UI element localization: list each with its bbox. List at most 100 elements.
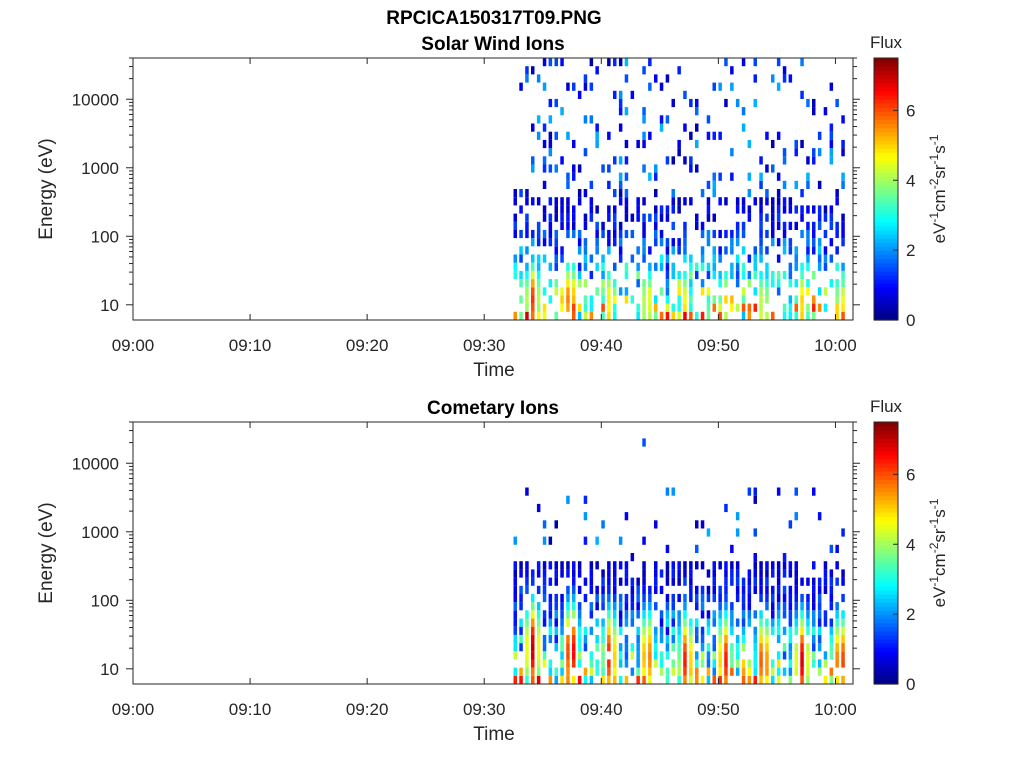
heatmap-cell: [765, 229, 769, 239]
heatmap-cell: [817, 205, 822, 214]
heatmap-cell: [829, 618, 834, 627]
heatmap-cell: [531, 593, 535, 603]
heatmap-cell: [554, 667, 558, 676]
heatmap-cell: [531, 123, 535, 132]
heatmap-cell: [548, 164, 553, 173]
heatmap-cell: [531, 229, 535, 239]
heatmap-cell: [724, 659, 728, 668]
heatmap-cell: [753, 577, 757, 586]
heatmap-cell: [642, 139, 646, 149]
heatmap-cell: [741, 58, 746, 67]
colorbar-gradient-step: [874, 446, 898, 452]
colorbar-gradient-step: [874, 479, 898, 484]
heatmap-cell: [542, 303, 547, 312]
heatmap-cell: [613, 561, 617, 570]
heatmap-cell: [735, 238, 740, 247]
heatmap-cell: [712, 561, 716, 570]
heatmap-cell: [648, 675, 652, 684]
heatmap-cell: [589, 311, 594, 320]
heatmap-cell: [536, 643, 541, 652]
heatmap-cell: [659, 659, 664, 668]
heatmap-cell: [536, 295, 541, 304]
heatmap-cell: [706, 131, 711, 140]
heatmap-cell: [806, 667, 810, 676]
heatmap-cell: [601, 311, 605, 320]
heatmap-cell: [642, 246, 646, 255]
heatmap-cell: [700, 610, 705, 619]
colorbar-gradient-step: [874, 438, 898, 444]
heatmap-cell: [806, 311, 810, 320]
heatmap-cell: [677, 667, 681, 676]
heatmap-cell: [671, 262, 675, 271]
heatmap-cell: [700, 593, 705, 603]
colorbar-gradient-step: [874, 585, 898, 591]
heatmap-cell: [583, 634, 588, 644]
heatmap-cell: [806, 602, 810, 611]
heatmap-cell: [829, 569, 834, 578]
heatmap-cell: [724, 634, 728, 644]
heatmap-cell: [595, 262, 599, 271]
heatmap-cell: [747, 675, 752, 684]
heatmap-cell: [800, 58, 804, 67]
colorbar-label-sup: -2: [927, 542, 941, 553]
heatmap-cell: [812, 651, 816, 660]
heatmap-cell: [718, 602, 722, 611]
heatmap-cell: [542, 569, 547, 578]
heatmap-cell: [747, 172, 752, 181]
heatmap-cell: [566, 197, 570, 206]
heatmap-cell: [689, 651, 693, 660]
heatmap-cell: [794, 262, 798, 271]
heatmap-cell: [583, 254, 588, 263]
heatmap-cell: [560, 643, 564, 652]
heatmap-cell: [724, 246, 728, 255]
heatmap-cell: [613, 610, 617, 619]
heatmap-cell: [548, 98, 553, 108]
heatmap-cell: [730, 82, 734, 91]
heatmap-cell: [607, 577, 611, 586]
heatmap-cell: [642, 197, 646, 206]
heatmap-cell: [829, 139, 834, 149]
heatmap-cell: [554, 569, 558, 578]
heatmap-cell: [624, 602, 629, 611]
heatmap-cell: [601, 602, 605, 611]
y-tick-label: 1000: [81, 159, 119, 178]
heatmap-cell: [794, 139, 798, 149]
heatmap-cell: [566, 602, 570, 611]
heatmap-cell: [554, 213, 558, 222]
heatmap-cell: [788, 675, 793, 684]
heatmap-cell: [735, 569, 740, 578]
heatmap-cell: [572, 626, 576, 635]
heatmap-cell: [542, 58, 547, 67]
heatmap-cell: [648, 311, 652, 320]
heatmap-cell: [683, 659, 687, 668]
heatmap-cell: [835, 651, 839, 660]
heatmap-cell: [712, 569, 716, 578]
heatmap-cell: [724, 311, 728, 320]
heatmap-cell: [812, 618, 816, 627]
colorbar-label-part: cm: [930, 189, 949, 212]
heatmap-cell: [642, 229, 646, 239]
colorbar-gradient-step: [874, 221, 898, 227]
heatmap-cell: [788, 270, 793, 280]
plot-frame: [132, 421, 854, 685]
heatmap-cell: [706, 643, 711, 652]
heatmap-cell: [572, 172, 576, 181]
heatmap-cell: [735, 577, 740, 586]
heatmap-cell: [712, 131, 716, 140]
heatmap-cell: [841, 295, 845, 304]
heatmap-cell: [800, 667, 804, 676]
colorbar-gradient-step: [874, 250, 898, 256]
heatmap-cell: [741, 270, 746, 280]
heatmap-cell: [618, 123, 623, 132]
heatmap-cell: [759, 618, 763, 627]
heatmap-cell: [519, 311, 523, 320]
heatmap-cell: [841, 287, 845, 296]
heatmap-cell: [817, 131, 822, 140]
heatmap-cell: [841, 651, 845, 660]
heatmap-cell: [554, 610, 558, 619]
heatmap-cell: [794, 618, 798, 627]
heatmap-cell: [566, 229, 570, 239]
heatmap-cell: [741, 197, 746, 206]
